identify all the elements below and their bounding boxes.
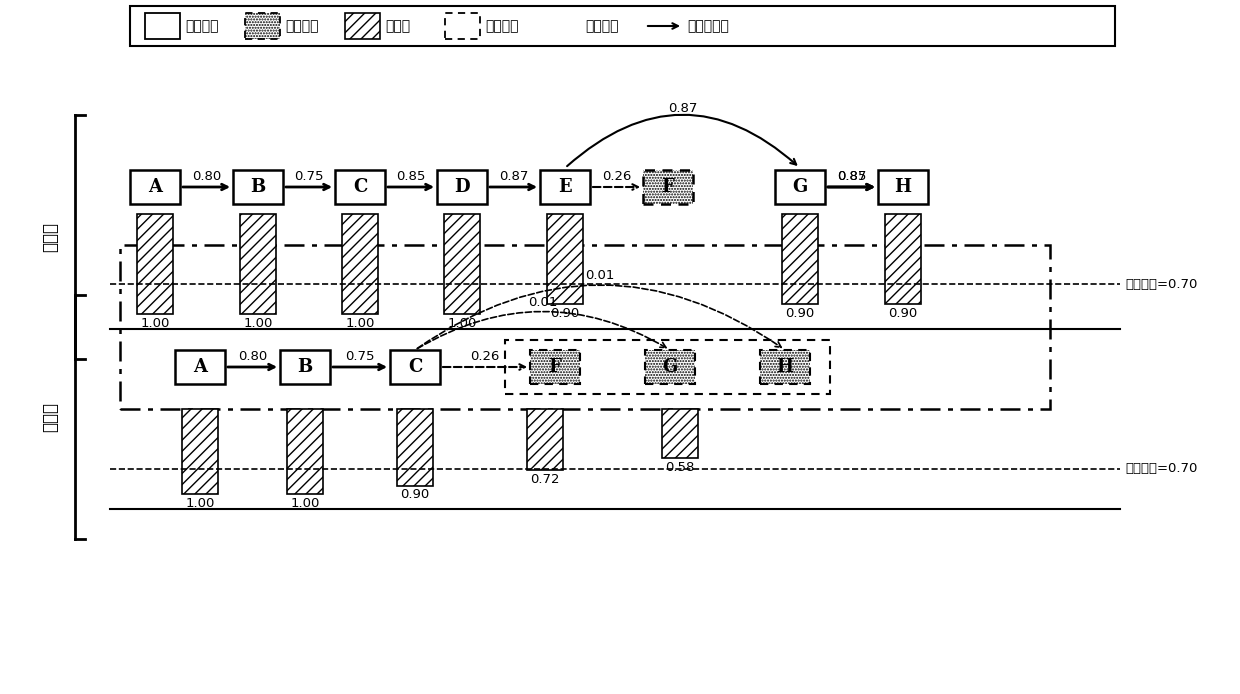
Bar <box>644 170 693 204</box>
Bar <box>233 170 283 204</box>
Text: A: A <box>193 358 207 376</box>
Bar <box>335 170 384 204</box>
Bar <box>539 170 590 204</box>
Text: 0.90: 0.90 <box>551 307 579 320</box>
Text: 实例二: 实例二 <box>41 402 60 432</box>
Text: H: H <box>894 178 911 196</box>
Bar <box>645 350 694 384</box>
Text: D: D <box>454 178 470 196</box>
Bar <box>645 350 694 384</box>
Text: 实例一: 实例一 <box>41 222 60 252</box>
Bar <box>175 350 224 384</box>
Text: 0.72: 0.72 <box>531 473 559 486</box>
Text: 事件过滤: 事件过滤 <box>485 19 518 33</box>
Bar <box>342 214 378 314</box>
Text: 0.85: 0.85 <box>397 169 425 183</box>
Text: 轨迹过滤: 轨迹过滤 <box>585 19 619 33</box>
Bar <box>444 214 480 314</box>
Bar <box>182 409 218 494</box>
Text: 1.00: 1.00 <box>345 317 374 330</box>
Bar <box>760 350 810 384</box>
Text: 0.75: 0.75 <box>294 169 324 183</box>
Bar <box>130 170 180 204</box>
Bar <box>436 170 487 204</box>
Bar <box>120 245 1050 409</box>
Text: C: C <box>353 178 367 196</box>
Text: 1.00: 1.00 <box>140 317 170 330</box>
Text: 1.00: 1.00 <box>185 497 215 510</box>
Bar <box>547 214 583 304</box>
Bar <box>885 214 921 304</box>
Text: F: F <box>662 178 675 196</box>
Bar <box>241 214 277 314</box>
Text: F: F <box>548 358 562 376</box>
Text: 0.80: 0.80 <box>238 350 267 362</box>
Text: C: C <box>408 358 422 376</box>
Text: 混合依赖度: 混合依赖度 <box>687 19 729 33</box>
Bar <box>662 409 698 458</box>
Bar <box>445 13 480 39</box>
Bar <box>246 13 280 39</box>
Bar <box>546 13 580 39</box>
Text: G: G <box>662 358 677 376</box>
Text: E: E <box>558 178 572 196</box>
Text: 0.90: 0.90 <box>785 307 815 320</box>
Text: G: G <box>792 178 807 196</box>
Text: H: H <box>776 358 794 376</box>
Bar <box>760 350 810 384</box>
Text: B: B <box>298 358 312 376</box>
Text: 遗弃阈值=0.70: 遗弃阈值=0.70 <box>1125 462 1198 475</box>
Bar <box>529 350 580 384</box>
Text: 1.00: 1.00 <box>448 317 476 330</box>
Text: 0.58: 0.58 <box>666 462 694 474</box>
Bar <box>246 13 280 39</box>
Text: 0.01: 0.01 <box>585 269 615 282</box>
Text: 0.90: 0.90 <box>888 307 918 320</box>
Text: 0.26: 0.26 <box>470 350 500 362</box>
Text: 0.87: 0.87 <box>837 169 867 183</box>
Bar <box>505 340 830 394</box>
Bar <box>527 409 563 471</box>
Text: 0.87: 0.87 <box>498 169 528 183</box>
Bar <box>529 350 580 384</box>
Text: 0.85: 0.85 <box>837 169 867 183</box>
Bar <box>391 350 440 384</box>
Text: 正常事件: 正常事件 <box>185 19 218 33</box>
Text: B: B <box>250 178 265 196</box>
Bar <box>878 170 928 204</box>
Text: 0.87: 0.87 <box>668 101 697 115</box>
Text: 遗弃阈值=0.70: 遗弃阈值=0.70 <box>1125 278 1198 291</box>
Text: 0.90: 0.90 <box>401 489 429 502</box>
Text: 遗弃值: 遗弃值 <box>384 19 410 33</box>
Bar <box>345 13 379 39</box>
Text: 0.26: 0.26 <box>601 169 631 183</box>
Text: 1.00: 1.00 <box>290 497 320 510</box>
Bar <box>644 170 693 204</box>
Bar <box>130 6 1115 46</box>
Text: 0.75: 0.75 <box>345 350 374 362</box>
Text: 0.80: 0.80 <box>192 169 221 183</box>
Text: 0.01: 0.01 <box>528 296 557 309</box>
Text: 1.00: 1.00 <box>243 317 273 330</box>
Bar <box>286 409 322 494</box>
Text: A: A <box>148 178 162 196</box>
Bar <box>136 214 174 314</box>
Bar <box>782 214 818 304</box>
Text: 噪声事件: 噪声事件 <box>285 19 319 33</box>
Bar <box>280 350 330 384</box>
Bar <box>145 13 180 39</box>
Bar <box>397 409 433 486</box>
Bar <box>775 170 825 204</box>
